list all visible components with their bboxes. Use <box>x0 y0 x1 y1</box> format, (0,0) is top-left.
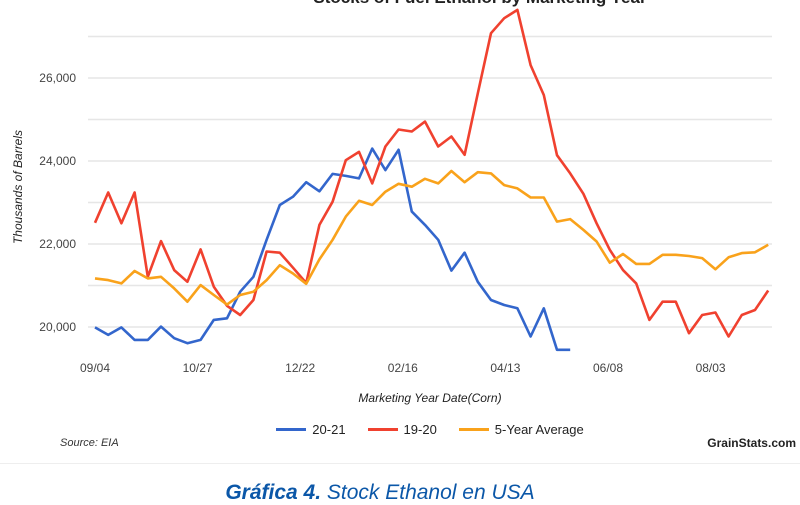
y-tick-label: 20,000 <box>39 320 76 334</box>
x-tick-label: 09/04 <box>80 361 110 375</box>
legend-item-5-year-average: 5-Year Average <box>458 422 584 437</box>
series-line-5-year-average <box>94 169 769 306</box>
legend-label: 20-21 <box>312 422 346 437</box>
brand-label: GrainStats.com <box>707 436 796 450</box>
x-axis-title: Marketing Year Date(Corn) <box>358 391 502 405</box>
y-tick-label: 24,000 <box>39 154 76 168</box>
x-tick-label: 12/22 <box>285 361 315 375</box>
y-axis-title: Thousands of Barrels <box>11 129 25 245</box>
y-tick-label: 26,000 <box>39 71 76 85</box>
x-tick-label: 08/03 <box>696 361 726 375</box>
x-tick-label: 02/16 <box>388 361 418 375</box>
line-chart: 20,000 22,000 24,000 26,000 09/04 10/27 12/22 0… <box>39 8 772 375</box>
legend-label: 5-Year Average <box>494 422 584 437</box>
legend-item-19-20: 19-20 <box>367 422 437 437</box>
x-tick-label: 10/27 <box>183 361 213 375</box>
caption-text: Stock Ethanol en USA <box>321 481 535 504</box>
legend-swatch <box>458 428 489 431</box>
legend-item-20-21: 20-21 <box>276 422 346 437</box>
legend-label: 19-20 <box>403 422 437 437</box>
figure-caption: Gráfica 4. Stock Ethanol en USA <box>0 481 760 505</box>
series-line-19-20 <box>93 8 770 338</box>
legend: 20-21 19-20 5-Year Average <box>0 422 800 437</box>
caption-label: Gráfica 4. <box>225 481 322 504</box>
x-tick-label: 04/13 <box>490 361 520 375</box>
chart-card: Stocks of Fuel Ethanol by Marketing Year… <box>0 0 800 464</box>
y-tick-label: 22,000 <box>39 237 76 251</box>
legend-swatch <box>276 428 307 431</box>
x-tick-label: 06/08 <box>593 361 623 375</box>
series-line-20-21 <box>94 147 571 352</box>
legend-swatch <box>367 428 398 431</box>
source-note: Source: EIA <box>60 437 119 449</box>
chart-title: Stocks of Fuel Ethanol by Marketing Year <box>0 0 800 8</box>
